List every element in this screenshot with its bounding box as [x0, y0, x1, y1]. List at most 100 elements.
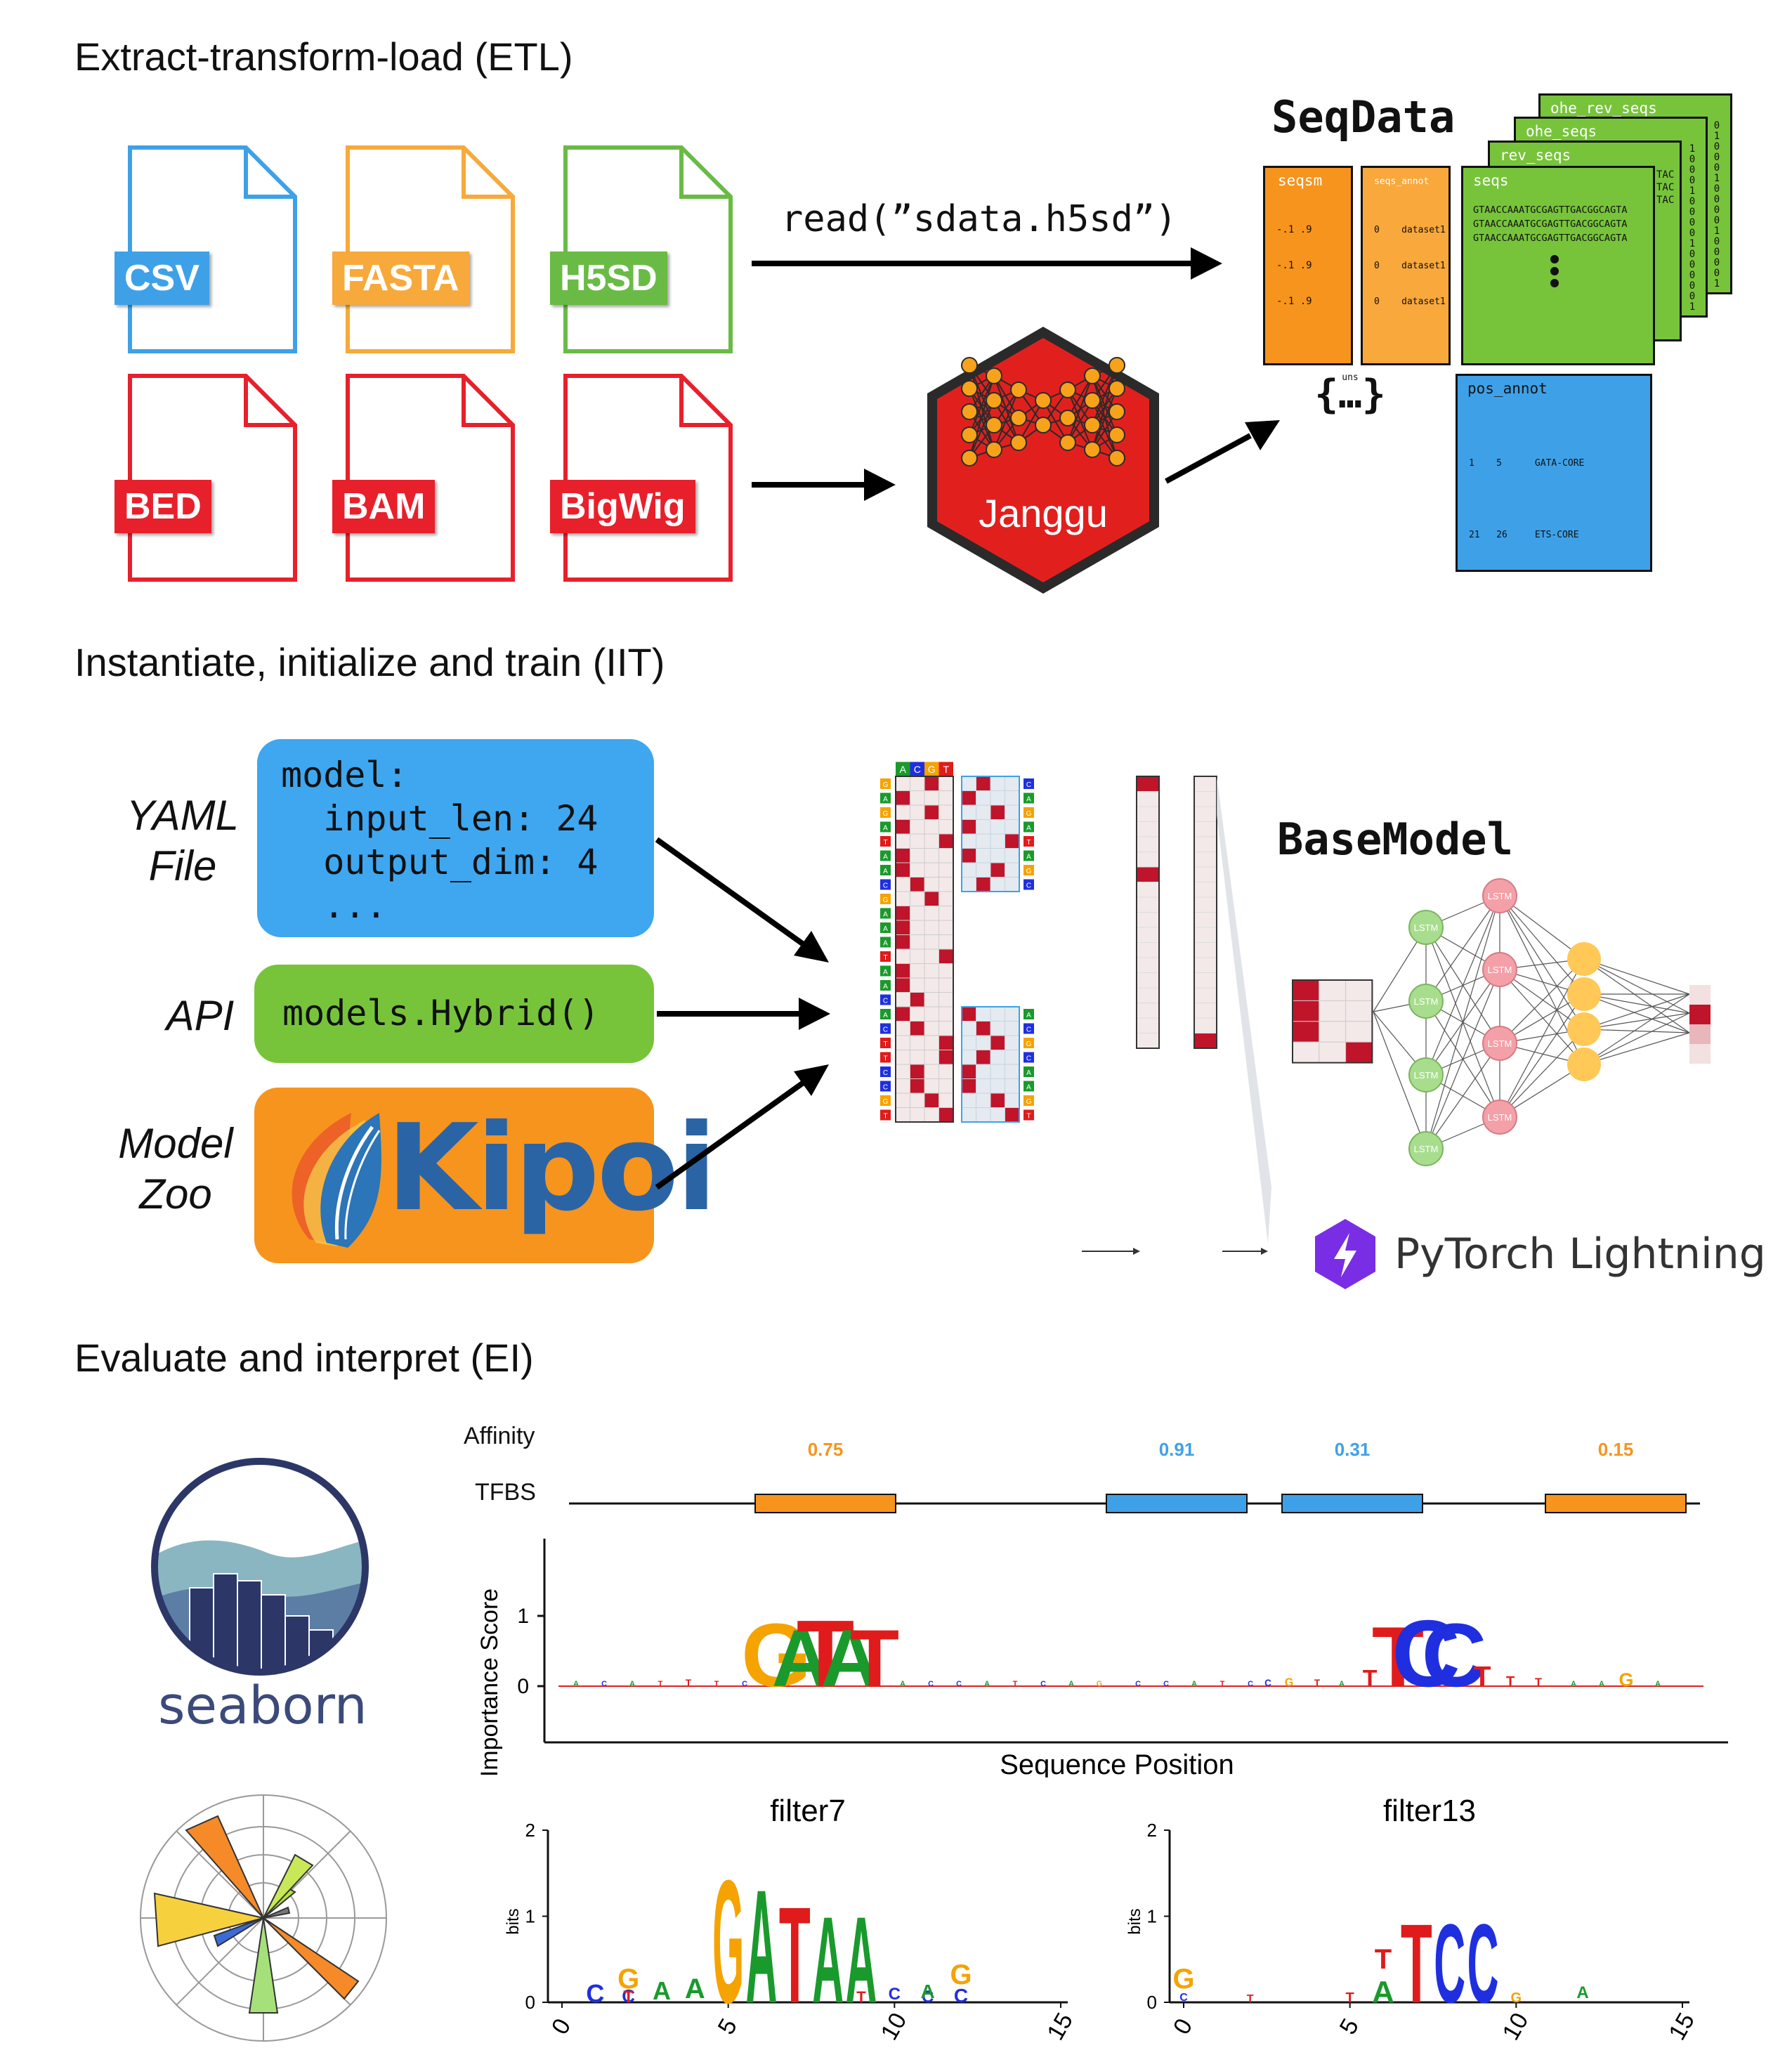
- seq-letter-box: [880, 1095, 891, 1106]
- onehot-cell: [895, 1064, 910, 1079]
- bottom-filter-cell: [1005, 1064, 1020, 1079]
- bottom-filter-cell: [1005, 1006, 1020, 1022]
- importance-letter: T: [658, 1680, 663, 1688]
- top-filter-letter-box: [1023, 778, 1034, 789]
- importance-letter: C: [928, 1680, 934, 1688]
- seq-letter: T: [883, 1040, 887, 1048]
- onehot-cell: [910, 1035, 925, 1050]
- kipoi-box: Kipoi: [254, 1088, 717, 1263]
- bottom-filter-cell: [990, 1107, 1005, 1123]
- seqs-row: GTAACCAAATGCGAGTTGACGGCAGTA: [1473, 233, 1628, 244]
- filter-small-letter: T: [1375, 1944, 1392, 1975]
- pytorch-lightning-text: PyTorch Lightning: [1394, 1229, 1766, 1279]
- top-filter-cell: [990, 819, 1005, 835]
- conv-output-cell: [1136, 1033, 1160, 1049]
- importance-letter: G: [1097, 1680, 1102, 1688]
- onehot-cell: [938, 833, 954, 849]
- seq-letter: C: [883, 1026, 888, 1034]
- seq-letter: A: [883, 796, 888, 804]
- bottom-filter-letter-box: [1023, 1052, 1034, 1063]
- conv-output-cell: [1136, 942, 1160, 958]
- onehot-cell: [895, 1035, 910, 1050]
- seq-letter-box: [880, 994, 891, 1005]
- filter-small-letter: G: [950, 1959, 972, 1990]
- top-filter-cell: [976, 833, 991, 849]
- lstm-node: [1408, 984, 1444, 1019]
- filter-small-letter: T: [1346, 1990, 1354, 2006]
- top-filter-cell: [976, 819, 991, 835]
- conv-output2-cell: [1193, 972, 1217, 989]
- filter-small-letter: G: [617, 1964, 639, 1995]
- janggu-to-seqdata-arrow: [1165, 433, 1252, 484]
- conv-output-cell: [1136, 1003, 1160, 1019]
- onehot-cell: [895, 891, 910, 906]
- output-vector-cell: [1689, 985, 1711, 1005]
- bottom-filter-letter: C: [1026, 1026, 1031, 1034]
- onehot-cell: [924, 819, 939, 835]
- conv-output-cell: [1136, 957, 1160, 973]
- top-filter-letter: A: [1026, 825, 1031, 833]
- importance-letter: A: [772, 1614, 830, 1704]
- importance-letter: A: [573, 1680, 579, 1688]
- onehot-header-letter: A: [900, 764, 907, 775]
- onehot-cell: [924, 1021, 939, 1036]
- lstm-node-label: LSTM: [1414, 1070, 1439, 1081]
- onehot-cell: [938, 1006, 954, 1022]
- filter-ytick: 1: [525, 1906, 535, 1927]
- conv-output2-cell: [1193, 927, 1217, 943]
- seq-letter: A: [883, 868, 888, 875]
- filter-motif-letter: T: [1401, 1900, 1432, 2026]
- seq-letter: A: [883, 911, 888, 919]
- seq-letter-box: [880, 894, 891, 904]
- janggu-node: [1059, 410, 1076, 426]
- filter-xtick: 0: [1168, 2014, 1198, 2039]
- bottom-filter-cell: [976, 1006, 991, 1022]
- onehot-cell: [924, 1064, 939, 1079]
- onehot-cell: [910, 819, 925, 835]
- file-icon: [563, 145, 733, 353]
- importance-ytick: 0: [517, 1675, 529, 1698]
- janggu-node: [986, 392, 1002, 409]
- importance-letter: T: [1363, 1665, 1378, 1692]
- importance-ytick: 1: [517, 1605, 529, 1628]
- iit-section-title: Instantiate, initialize and train (IIT): [74, 640, 665, 684]
- kipoi-text: Kipoi: [386, 1099, 717, 1238]
- top-filter-letter: T: [1026, 839, 1031, 847]
- bottom-filter-letter: A: [1026, 1012, 1031, 1019]
- bottom-filter-letter: G: [1026, 1098, 1032, 1106]
- bottom-filter-cell: [1005, 1078, 1020, 1094]
- bottom-filter-cell: [961, 1035, 976, 1050]
- polar-chart-icon: [140, 1794, 387, 2042]
- onehot-cell: [910, 1107, 925, 1123]
- filter-xtick: 5: [1335, 2014, 1364, 2039]
- input-cell: [1319, 1041, 1347, 1064]
- input-cell: [1345, 1041, 1373, 1064]
- conv-output2-cell: [1193, 987, 1217, 1003]
- onehot-cell: [938, 992, 954, 1007]
- importance-letter: C: [742, 1680, 747, 1688]
- onehot-cell: [924, 920, 939, 935]
- onehot-cell: [895, 819, 910, 835]
- onehot-cell: [910, 848, 925, 863]
- importance-letter: C: [1248, 1680, 1253, 1688]
- onehot-cell: [910, 877, 925, 892]
- top-filter-cell: [961, 790, 976, 806]
- filter-ytick: 1: [1147, 1906, 1157, 1927]
- onehot-cell: [895, 1006, 910, 1022]
- janggu-node: [1059, 434, 1076, 451]
- lstm-node-label: LSTM: [1414, 996, 1439, 1007]
- conv-output2-cell: [1193, 882, 1217, 898]
- filter-small-letter: T: [623, 1988, 634, 2007]
- onehot-cell: [924, 848, 939, 863]
- seqs-annot-panel: seqs_annot 0 dataset1 0 dataset1 0 datas…: [1361, 166, 1451, 365]
- output-node: [1567, 1048, 1601, 1081]
- top-filter-cell: [976, 804, 991, 820]
- onehot-cell: [895, 963, 910, 979]
- input-cell: [1319, 1000, 1347, 1022]
- conv-output-cell: [1136, 852, 1160, 868]
- onehot-cell: [910, 862, 925, 878]
- top-filter-letter-box: [1023, 836, 1034, 847]
- bottom-filter-cell: [961, 1078, 976, 1094]
- onehot-cell: [895, 776, 910, 791]
